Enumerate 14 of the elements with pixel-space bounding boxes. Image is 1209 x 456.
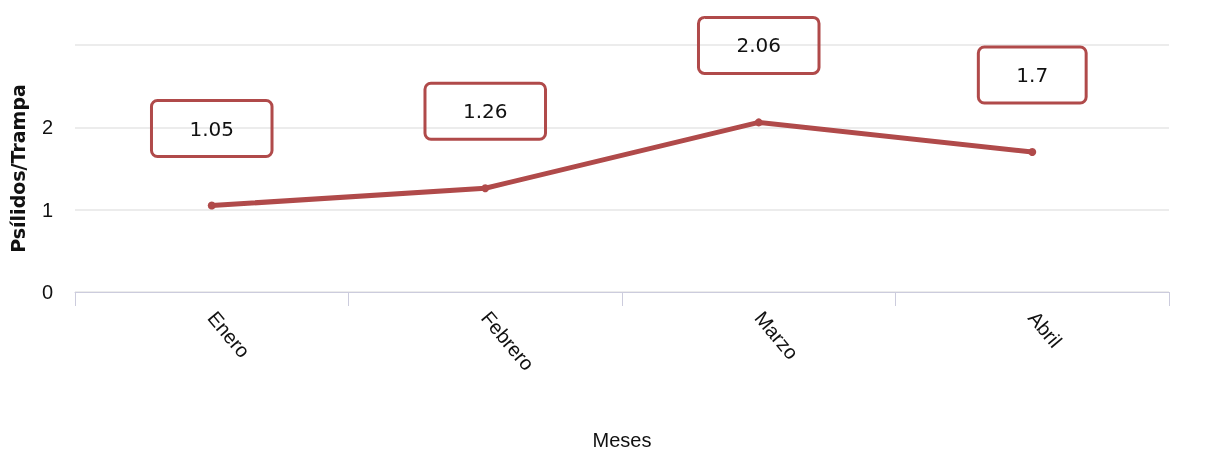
- data-label: 1.26: [462, 99, 508, 124]
- point: [1028, 148, 1037, 157]
- data-label: 1.7: [1016, 63, 1049, 88]
- point: [754, 118, 763, 127]
- y-tick-label: 1: [41, 198, 53, 221]
- point: [207, 201, 216, 210]
- point: [481, 184, 490, 193]
- y-tick-label: 2: [41, 116, 53, 139]
- x-tick-label: Abril: [1023, 306, 1067, 352]
- y-tick-label: 0: [41, 281, 53, 303]
- data-label: 2.06: [736, 33, 782, 58]
- x-axis-title: Meses: [592, 429, 652, 451]
- y-axis-title: Psílidos/Trampa: [6, 84, 29, 253]
- data-label: 1.05: [189, 116, 235, 141]
